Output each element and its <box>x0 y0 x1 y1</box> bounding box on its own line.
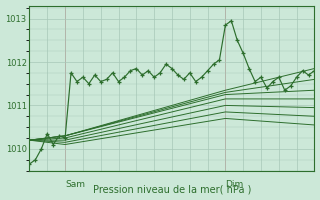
Text: Dim: Dim <box>225 180 244 189</box>
X-axis label: Pression niveau de la mer( hPa ): Pression niveau de la mer( hPa ) <box>93 184 251 194</box>
Text: Sam: Sam <box>65 180 85 189</box>
